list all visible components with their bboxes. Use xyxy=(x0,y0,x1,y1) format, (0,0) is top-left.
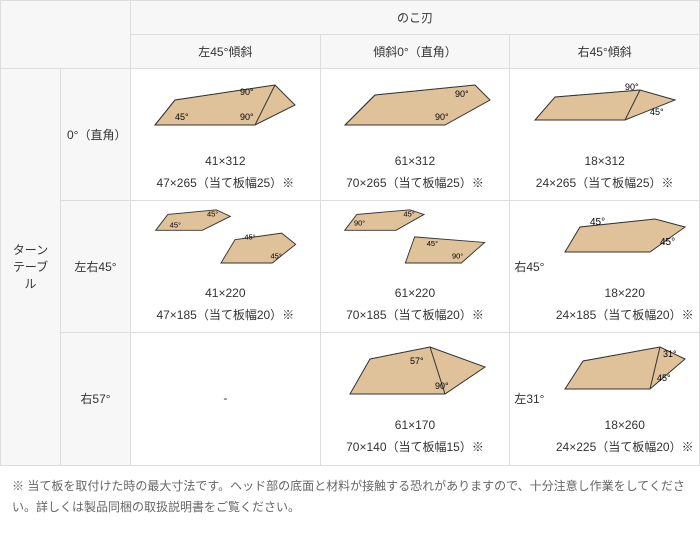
svg-text:90°: 90° xyxy=(455,89,469,99)
cell-r3c1: - xyxy=(131,333,321,465)
sublabel-r2c3: 右45° xyxy=(514,258,544,275)
cell-r1c3: 90° 45° 18×312 24×265（当て板幅25）※ xyxy=(510,69,700,201)
dims-r2c2: 61×220 70×185（当て板幅20）※ xyxy=(325,283,506,326)
svg-text:90°: 90° xyxy=(240,87,254,97)
svg-text:90°: 90° xyxy=(435,381,449,391)
corner-header xyxy=(1,1,131,69)
row-group-label: ターンテーブル xyxy=(1,69,61,466)
svg-text:45°: 45° xyxy=(427,239,438,248)
cell-r2c3: 右45° 45° 45° 18×220 24×185 xyxy=(510,201,700,333)
diagram-r2c2: 90° 45° 45° 90° xyxy=(325,207,506,277)
col-header-2: 傾斜0°（直角） xyxy=(320,35,510,69)
diagram-r1c2: 90° 90° xyxy=(325,75,506,145)
sublabel-r3c3: 左31° xyxy=(514,390,544,407)
cell-r1c1: 90° 45° 90° 41×312 47×265（当て板幅25）※ xyxy=(131,69,321,201)
col-header-3: 右45°傾斜 xyxy=(510,35,700,69)
diagram-r2c1: 45° 45° 45° 45° xyxy=(135,207,316,277)
table-row: 左右45° 45° 45° 45° 45° 41×220 47×185（当て板幅… xyxy=(1,201,700,333)
dims-r2c3: 18×220 24×185（当て板幅20）※ xyxy=(554,283,695,326)
svg-text:45°: 45° xyxy=(270,252,281,261)
cell-r3c3: 左31° 31° 45° 18×260 xyxy=(510,333,700,465)
svg-text:31°: 31° xyxy=(663,349,677,359)
dims-r3c2: 61×170 70×140（当て板幅15）※ xyxy=(325,415,506,458)
table-container: のこ刃 左45°傾斜 傾斜0°（直角） 右45°傾斜 ターンテーブル 0°（直角… xyxy=(0,0,700,519)
diagram-r1c1: 90° 45° 90° xyxy=(135,75,316,145)
row-label-2: 左右45° xyxy=(61,201,131,333)
cell-r1c2: 90° 90° 61×312 70×265（当て板幅25）※ xyxy=(320,69,510,201)
dims-r1c2: 61×312 70×265（当て板幅25）※ xyxy=(325,151,506,194)
svg-text:45°: 45° xyxy=(590,217,605,228)
diagram-r3c2: 57° 90° xyxy=(325,339,506,409)
row-label-3: 右57° xyxy=(61,333,131,465)
spec-table: のこ刃 左45°傾斜 傾斜0°（直角） 右45°傾斜 ターンテーブル 0°（直角… xyxy=(0,0,700,466)
svg-text:45°: 45° xyxy=(244,233,255,242)
col-header-1: 左45°傾斜 xyxy=(131,35,321,69)
dims-r3c1: - xyxy=(135,388,316,410)
svg-text:90°: 90° xyxy=(452,252,463,261)
table-row: 右57° - 57° 90° 61×170 xyxy=(1,333,700,465)
svg-text:45°: 45° xyxy=(660,237,675,248)
svg-text:90°: 90° xyxy=(435,112,449,122)
diagram-r3c3: 31° 45° xyxy=(554,339,695,409)
footnote: ※ 当て板を取付けた時の最大寸法です。ヘッド部の底面と材料が接触する恐れがありま… xyxy=(0,466,700,519)
dims-r2c1: 41×220 47×185（当て板幅20）※ xyxy=(135,283,316,326)
svg-text:45°: 45° xyxy=(207,210,218,219)
svg-text:57°: 57° xyxy=(410,356,424,366)
svg-text:90°: 90° xyxy=(240,112,254,122)
diagram-r1c3: 90° 45° xyxy=(514,75,695,145)
svg-text:90°: 90° xyxy=(625,82,639,92)
dims-r3c3: 18×260 24×225（当て板幅20）※ xyxy=(554,415,695,458)
svg-text:45°: 45° xyxy=(650,107,664,117)
diagram-r2c3: 45° 45° xyxy=(554,207,695,277)
svg-text:45°: 45° xyxy=(175,112,189,122)
svg-text:45°: 45° xyxy=(657,373,671,383)
svg-text:90°: 90° xyxy=(354,219,365,228)
dims-r1c1: 41×312 47×265（当て板幅25）※ xyxy=(135,151,316,194)
table-row: ターンテーブル 0°（直角） 90° 45° 90° 41×312 xyxy=(1,69,700,201)
cell-r3c2: 57° 90° 61×170 70×140（当て板幅15）※ xyxy=(320,333,510,465)
blade-header: のこ刃 xyxy=(131,1,700,35)
cell-r2c1: 45° 45° 45° 45° 41×220 47×185（当て板幅20）※ xyxy=(131,201,321,333)
row-label-1: 0°（直角） xyxy=(61,69,131,201)
svg-text:45°: 45° xyxy=(404,210,415,219)
dims-r1c3: 18×312 24×265（当て板幅25）※ xyxy=(514,151,695,194)
cell-r2c2: 90° 45° 45° 90° 61×220 70×185（当て板幅20）※ xyxy=(320,201,510,333)
svg-text:45°: 45° xyxy=(169,221,180,230)
